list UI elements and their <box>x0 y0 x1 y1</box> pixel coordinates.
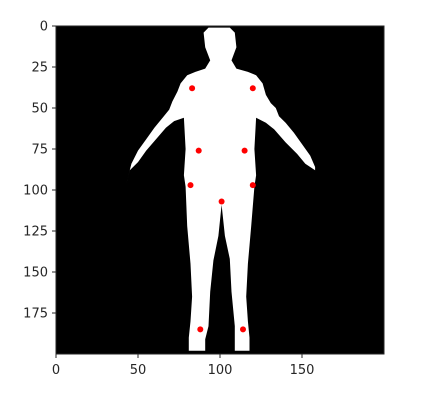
keypoint-marker <box>189 85 196 92</box>
keypoint-marker <box>240 326 246 333</box>
keypoint-marker <box>195 147 202 154</box>
x-tick-label: 50 <box>130 363 147 378</box>
y-tick-label: 75 <box>31 143 48 158</box>
x-axis: 0 50 100 150 <box>52 354 315 378</box>
y-tick-label: 50 <box>31 102 48 117</box>
y-tick-label: 125 <box>23 225 48 240</box>
y-tick-label: 0 <box>40 20 48 35</box>
y-tick-label: 175 <box>23 307 48 322</box>
keypoint-marker <box>241 147 248 154</box>
plot-area <box>55 25 385 355</box>
y-tick-label: 150 <box>23 266 48 281</box>
human-silhouette <box>126 27 316 351</box>
keypoint-marker <box>249 182 256 189</box>
y-tick-label: 100 <box>23 184 48 199</box>
silhouette-shape <box>126 27 316 351</box>
keypoint-marker <box>187 182 194 189</box>
x-tick-label: 0 <box>52 363 60 378</box>
x-tick-label: 100 <box>208 363 233 378</box>
keypoint-marker <box>218 198 225 205</box>
y-tick-label: 25 <box>31 61 48 76</box>
x-tick-label: 150 <box>290 363 315 378</box>
y-axis: 0 25 50 75 100 125 150 175 <box>23 20 56 322</box>
keypoint-series <box>187 85 256 333</box>
keypoint-marker <box>197 326 204 333</box>
keypoint-marker <box>249 85 256 92</box>
